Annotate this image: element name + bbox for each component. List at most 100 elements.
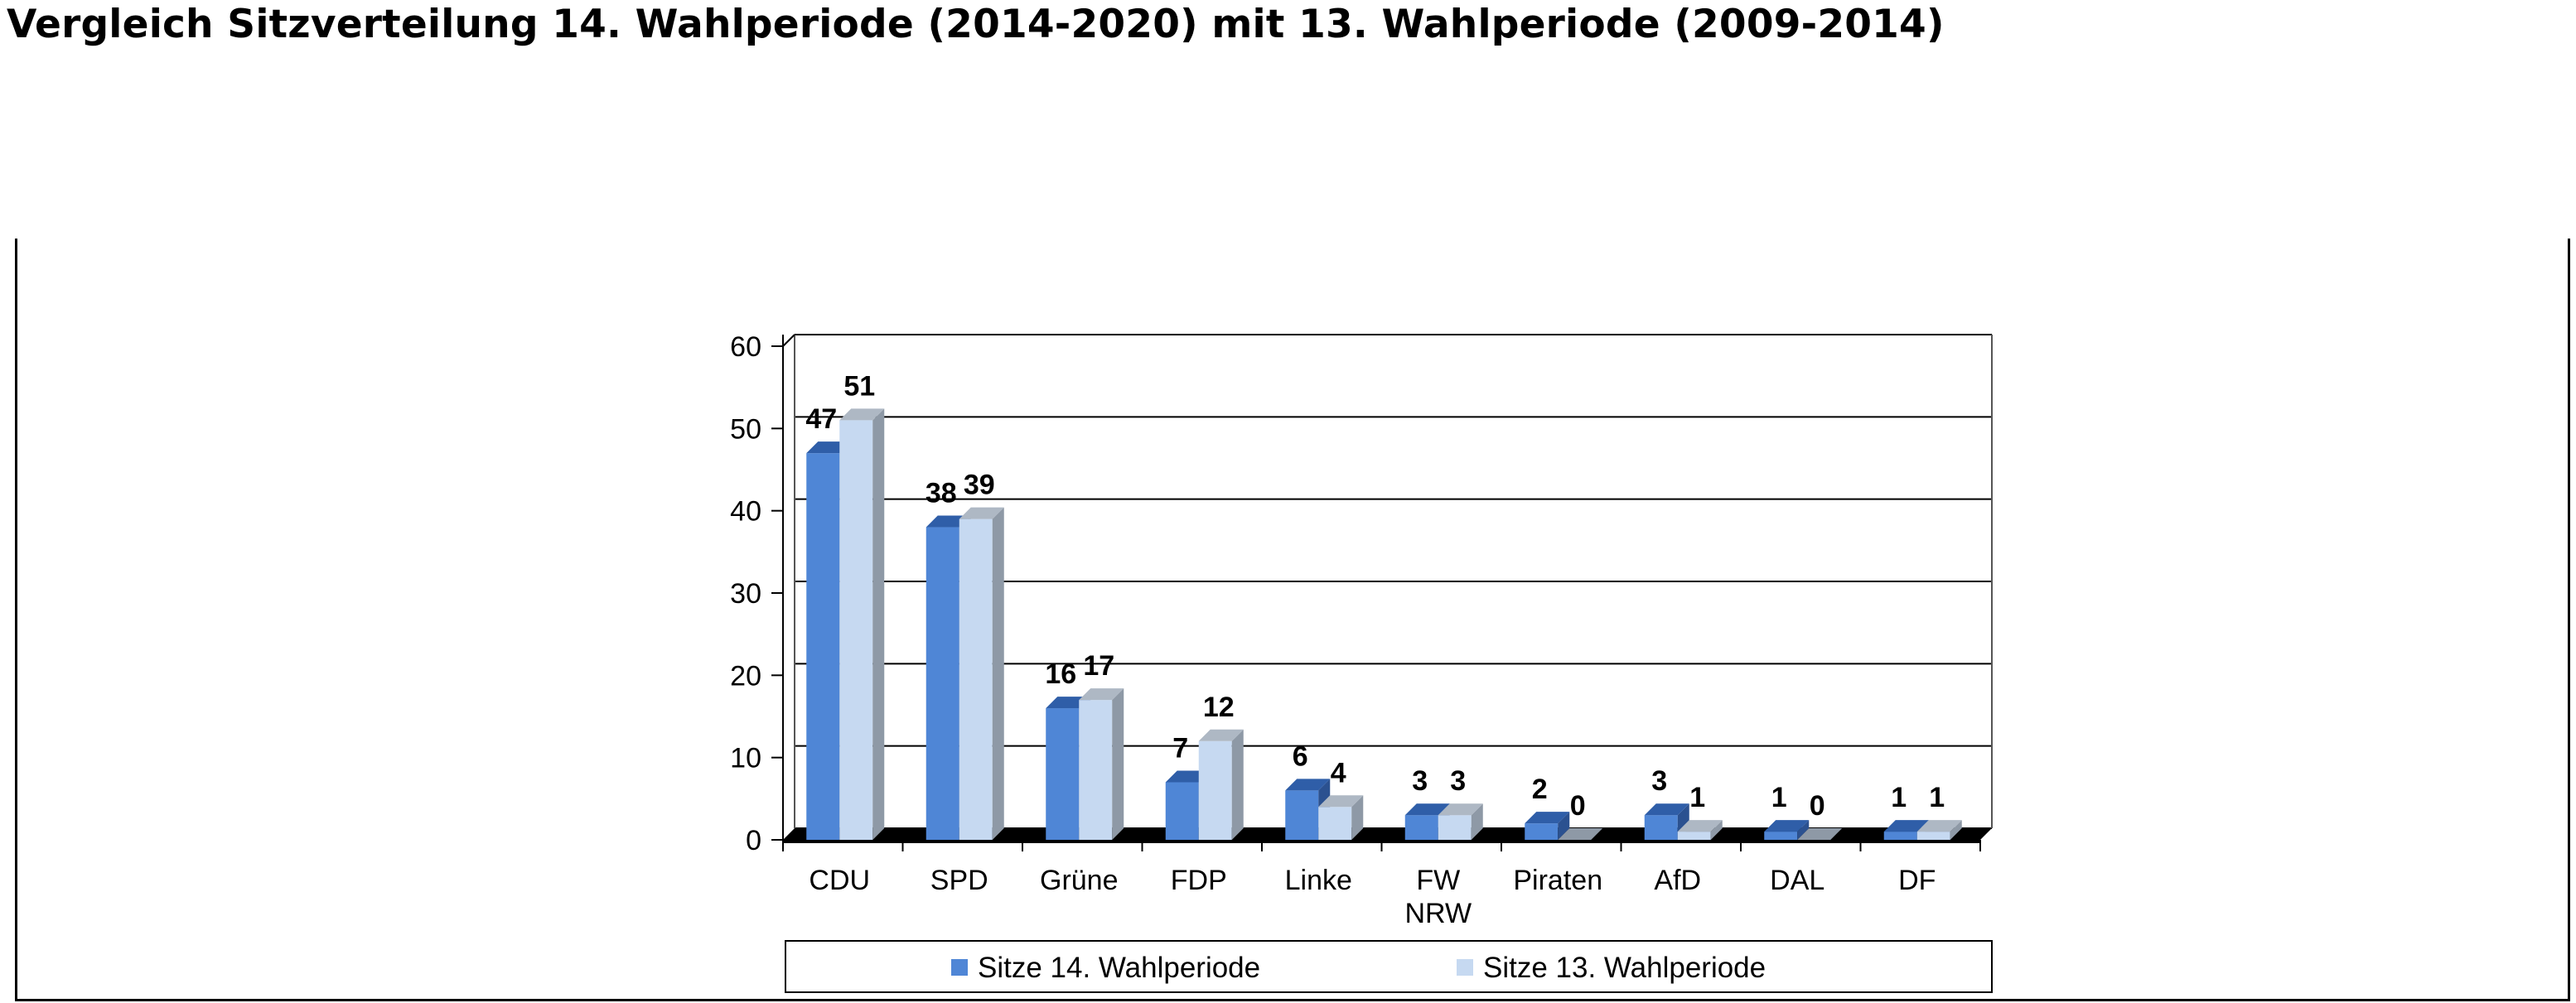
bar-top: [1318, 795, 1364, 808]
data-label: 47: [805, 403, 837, 435]
category-label: Grüne: [1040, 865, 1119, 896]
category-label: CDU: [809, 865, 870, 896]
bar-s13-df: [1916, 820, 1962, 840]
page-title: Vergleich Sitzverteilung 14. Wahlperiode…: [7, 2, 1945, 47]
chart-frame: [15, 239, 2570, 1001]
legend-box: [785, 940, 1993, 993]
bars: [806, 408, 1962, 840]
bar-top: [1797, 828, 1843, 840]
category-label: Piraten: [1513, 865, 1602, 896]
bar-top: [1079, 688, 1124, 701]
bar-front: [1404, 815, 1438, 840]
y-tick-label: 50: [730, 413, 761, 445]
bar-s13-grüne: [1079, 688, 1124, 840]
data-label: 38: [926, 478, 957, 509]
bar-side: [1351, 795, 1364, 840]
bar-top: [1764, 820, 1810, 832]
bar-front: [926, 527, 959, 840]
bar-s13-fw-nrw: [1438, 803, 1483, 840]
bar-front: [1883, 832, 1917, 840]
data-label: 51: [843, 370, 875, 402]
bar-s14-dal: [1764, 820, 1810, 840]
bar-top: [1677, 820, 1723, 832]
bar-side: [1471, 803, 1483, 840]
data-label: 7: [1172, 732, 1188, 764]
y-axis-depth: [782, 334, 795, 347]
category-label: Linke: [1285, 865, 1352, 896]
bar-top: [1285, 779, 1331, 791]
y-tick-label: 40: [730, 496, 761, 528]
data-label: 6: [1293, 740, 1308, 772]
legend: Sitze 14. Wahlperiode Sitze 13. Wahlperio…: [785, 940, 1993, 993]
legend-swatch: [1457, 959, 1473, 976]
bar-front: [1916, 832, 1950, 840]
legend-entry: Sitze 14. Wahlperiode: [978, 952, 1260, 984]
bar-front: [1165, 782, 1199, 840]
bar-front: [1438, 815, 1472, 840]
data-label: 1: [1891, 782, 1907, 813]
bar-s13-spd: [959, 507, 1004, 840]
bar-side: [1797, 820, 1810, 840]
y-tick-label: 10: [730, 743, 761, 774]
bar-s13-dal: [1797, 828, 1843, 840]
bar-front: [1525, 823, 1559, 840]
category-label: DAL: [1770, 865, 1824, 896]
data-label: 12: [1203, 692, 1235, 723]
data-label: 0: [1810, 790, 1825, 822]
bar-top: [1438, 803, 1483, 816]
data-label: 3: [1651, 765, 1667, 797]
data-label: 1: [1929, 782, 1945, 813]
bar-top: [1525, 812, 1570, 824]
bar-front: [1285, 790, 1319, 840]
bar-s14-afd: [1644, 803, 1689, 840]
data-label: 17: [1083, 650, 1114, 682]
y-tick-label: 60: [730, 331, 761, 363]
axes: [771, 334, 1981, 851]
bar-top: [959, 507, 1004, 519]
category-label: DF: [1898, 865, 1936, 896]
bar-top: [1404, 803, 1450, 816]
bar-front: [959, 518, 993, 840]
bar-front: [1198, 740, 1232, 840]
bar-s13-fdp: [1198, 729, 1244, 840]
data-label: 2: [1532, 774, 1548, 805]
bar-side: [1710, 820, 1723, 840]
bar-front: [1644, 815, 1678, 840]
bar-side: [1112, 688, 1124, 840]
category-label: SPD: [930, 865, 988, 896]
bar-front: [1318, 807, 1352, 840]
bar-s14-piraten: [1525, 812, 1570, 840]
bar-top: [1198, 729, 1244, 741]
y-tick-label: 20: [730, 660, 761, 692]
category-label: AfD: [1654, 865, 1701, 896]
category-label: FW NRW: [1404, 865, 1472, 929]
bar-top: [1883, 820, 1929, 832]
legend-entry: Sitze 13. Wahlperiode: [1483, 952, 1766, 984]
data-label: 39: [964, 470, 995, 501]
bar-side: [1558, 812, 1570, 840]
bar-top: [839, 408, 885, 421]
data-label: 3: [1450, 765, 1466, 797]
bar-s13-afd: [1677, 820, 1723, 840]
bar-side: [992, 507, 1004, 840]
bar-front: [839, 420, 873, 840]
data-label: 4: [1331, 757, 1346, 788]
legend-swatch: [951, 959, 968, 976]
bar-front: [1046, 708, 1080, 840]
bar-side: [1231, 729, 1244, 840]
bar-s13-piraten: [1558, 828, 1603, 840]
bar-front: [806, 453, 840, 840]
bar-front: [1764, 832, 1798, 840]
category-label: FDP: [1171, 865, 1227, 896]
data-label: 1: [1689, 782, 1705, 813]
bar-top: [1558, 828, 1603, 840]
bar-s13-cdu: [839, 408, 885, 840]
data-label: 0: [1570, 790, 1586, 822]
y-tick-labels: 0 10 20 30 40 50 60: [730, 331, 761, 856]
data-label: 3: [1412, 765, 1428, 797]
data-label: 16: [1045, 658, 1076, 690]
bar-top: [1644, 803, 1689, 816]
bar-s13-linke: [1318, 795, 1364, 840]
